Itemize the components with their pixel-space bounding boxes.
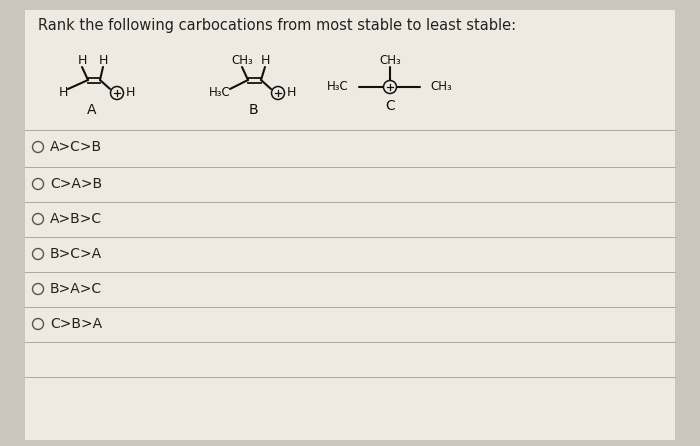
Text: H: H [98,54,108,67]
Text: B>A>C: B>A>C [50,282,102,296]
Text: A: A [88,103,97,117]
Text: B: B [248,103,258,117]
Text: CH₃: CH₃ [379,54,401,67]
Text: B>C>A: B>C>A [50,247,102,261]
Text: H: H [77,54,87,67]
Text: A>B>C: A>B>C [50,212,102,226]
Text: C>A>B: C>A>B [50,177,102,191]
Text: H: H [125,87,134,99]
Text: H: H [286,87,295,99]
Text: CH₃: CH₃ [430,80,452,94]
Text: CH₃: CH₃ [231,54,253,67]
Text: H₃C: H₃C [209,86,231,99]
Text: A>C>B: A>C>B [50,140,102,154]
Text: C: C [385,99,395,113]
Text: H₃C: H₃C [328,80,349,94]
Text: H: H [260,54,270,67]
Text: C>B>A: C>B>A [50,317,102,331]
Text: H: H [58,86,68,99]
Text: Rank the following carbocations from most stable to least stable:: Rank the following carbocations from mos… [38,18,516,33]
